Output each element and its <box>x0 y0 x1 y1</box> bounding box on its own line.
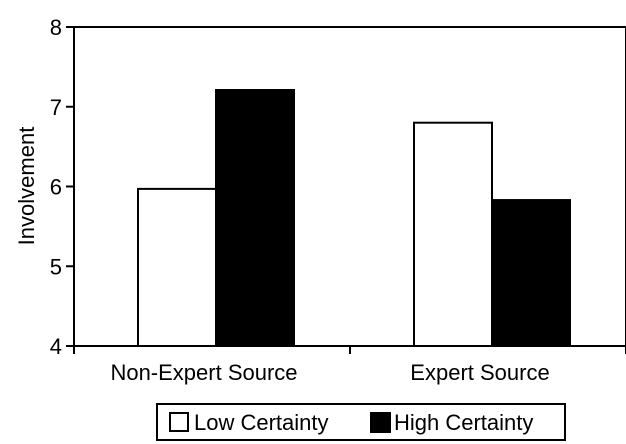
legend-box <box>156 403 566 441</box>
y-tick-label: 4 <box>50 334 62 359</box>
y-axis-ticks: 4 5 6 7 8 <box>50 15 74 359</box>
y-tick-label: 6 <box>50 175 62 200</box>
x-axis-labels: Non-Expert Source Expert Source <box>110 360 549 385</box>
x-axis-ticks <box>73 346 626 354</box>
legend-swatch-high-certainty <box>370 412 391 433</box>
x-category-label: Non-Expert Source <box>110 360 297 385</box>
y-tick-label: 8 <box>50 15 62 40</box>
bar-high-certainty-2 <box>491 199 571 347</box>
bar-high-certainty-1 <box>215 89 295 347</box>
x-category-label: Expert Source <box>410 360 549 385</box>
legend-label-low-certainty: Low Certainty <box>194 410 329 435</box>
bars <box>137 89 571 347</box>
legend: Low Certainty High Certainty <box>156 403 566 441</box>
y-tick-label: 7 <box>50 95 62 120</box>
bar-low-certainty-1 <box>137 187 217 347</box>
y-axis-title: Involvement <box>14 127 39 246</box>
bar-low-certainty-2 <box>413 121 493 347</box>
y-tick-label: 5 <box>50 254 62 279</box>
legend-swatch-low-certainty <box>169 412 189 432</box>
legend-label-high-certainty: High Certainty <box>394 410 533 435</box>
